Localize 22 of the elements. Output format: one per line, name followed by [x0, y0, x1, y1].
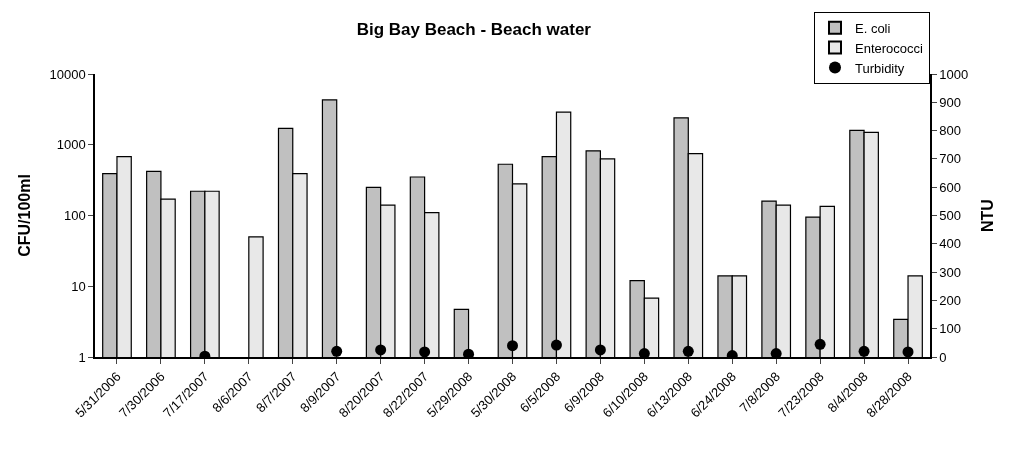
chart-title: Big Bay Beach - Beach water [356, 19, 592, 39]
legend-label: Turbidity [855, 60, 905, 76]
y2-tick-label: 900 [939, 94, 962, 110]
y-axis-title: CFU/100ml [15, 174, 33, 257]
y2-tick-label: 100 [939, 321, 962, 337]
y-tick-label: 10000 [49, 66, 86, 82]
y-tick-label: 100 [63, 208, 86, 224]
y2-tick-label: 1000 [939, 66, 969, 82]
y-tick-label: 10 [71, 278, 86, 294]
y2-tick-label: 300 [939, 264, 962, 280]
y2-tick-label: 500 [939, 208, 962, 224]
y2-axis-title: NTU [979, 199, 997, 232]
y2-tick-label: 0 [939, 349, 947, 365]
y-tick-label: 1000 [56, 137, 86, 153]
y2-tick-label: 200 [939, 292, 962, 308]
legend-label: E. coli [855, 20, 891, 36]
y2-tick-label: 400 [939, 236, 962, 252]
y2-tick-label: 700 [939, 151, 962, 167]
legend-label: Enterococci [855, 40, 924, 56]
y2-tick-label: 600 [939, 179, 962, 195]
y2-tick-label: 800 [939, 123, 962, 139]
y-tick-label: 1 [78, 349, 86, 365]
